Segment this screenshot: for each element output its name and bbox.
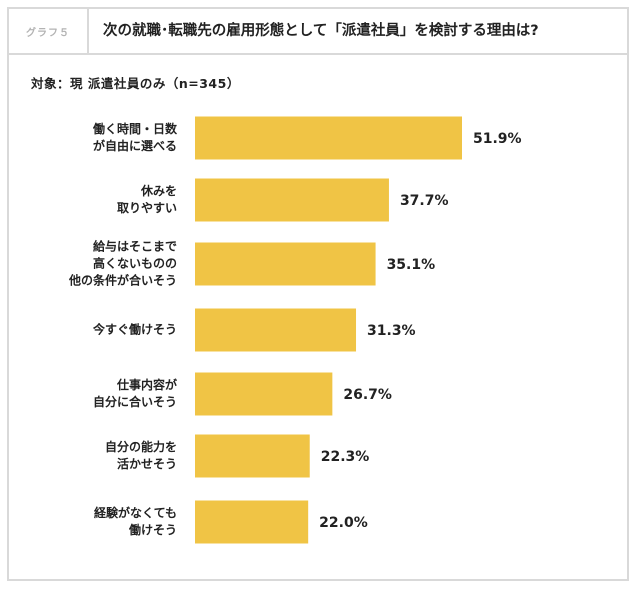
- bar: [195, 308, 357, 352]
- category-label: 取りやすい: [117, 201, 177, 215]
- category-label: 仕事内容が: [116, 377, 177, 392]
- category-label: 高くないものの: [93, 256, 177, 271]
- category-label: 今すぐ働けそう: [92, 322, 177, 337]
- data-label: 51.9%: [473, 131, 522, 147]
- data-label: 22.0%: [319, 515, 368, 531]
- bar: [195, 500, 309, 544]
- category-label: 他の条件が合いそう: [68, 273, 177, 288]
- category-label: 休みを: [140, 183, 177, 198]
- bar: [195, 116, 462, 160]
- bar: [195, 242, 376, 286]
- category-label: 活かせそう: [117, 456, 177, 471]
- graph-number-tag: グラフ５: [9, 9, 89, 53]
- data-label: 31.3%: [367, 323, 416, 339]
- chart-frame: グラフ５ 次の就職･転職先の雇用形態として「派遣社員」を検討する理由は? 対象：…: [7, 7, 629, 581]
- data-label: 35.1%: [387, 257, 436, 273]
- category-label: が自由に選べる: [93, 138, 177, 153]
- bar: [195, 372, 333, 416]
- category-label: 働く時間・日数: [92, 121, 178, 136]
- category-label: 給与はそこまで: [93, 239, 177, 254]
- bar: [195, 434, 310, 478]
- sample-subject-label: 対象：現 派遣社員のみ（n=345）: [31, 76, 240, 91]
- category-label: 自分の能力を: [105, 439, 177, 454]
- category-label: 自分に合いそう: [93, 394, 177, 409]
- chart-header: グラフ５ 次の就職･転職先の雇用形態として「派遣社員」を検討する理由は?: [9, 9, 627, 55]
- category-label: 働けそう: [128, 522, 177, 537]
- bar: [195, 178, 389, 222]
- data-label: 37.7%: [400, 193, 449, 209]
- chart-title: 次の就職･転職先の雇用形態として「派遣社員」を検討する理由は?: [103, 23, 539, 39]
- data-label: 26.7%: [343, 387, 392, 403]
- category-label: 経験がなくても: [94, 505, 177, 520]
- data-label: 22.3%: [321, 449, 370, 465]
